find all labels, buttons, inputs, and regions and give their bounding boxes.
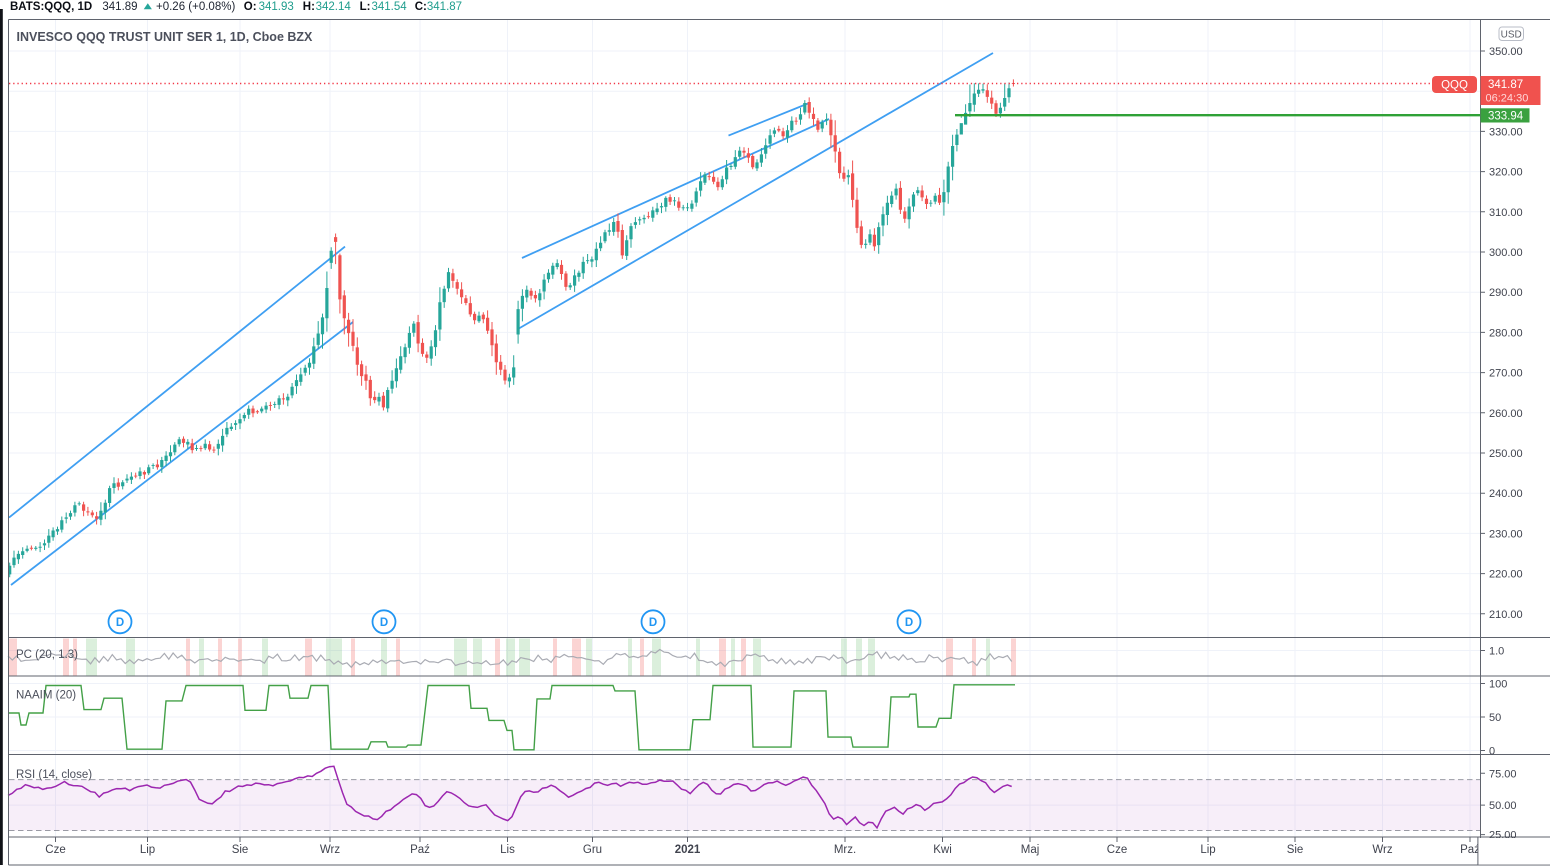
svg-text:75.00: 75.00 [1489,768,1517,780]
svg-text:C:: C: [415,1,427,13]
svg-text:240.00: 240.00 [1489,488,1523,500]
svg-text:210.00: 210.00 [1489,609,1523,621]
svg-text:Paź: Paź [1460,844,1480,856]
svg-text:50: 50 [1489,712,1501,724]
svg-text:333.94: 333.94 [1488,110,1524,122]
svg-text:250.00: 250.00 [1489,448,1523,460]
svg-text:INVESCO QQQ TRUST UNIT SER 1,: INVESCO QQQ TRUST UNIT SER 1, 1D, Cboe B… [17,30,314,44]
svg-text:290.00: 290.00 [1489,287,1523,299]
svg-text:L:: L: [360,1,371,13]
svg-text:Cze: Cze [45,844,65,856]
svg-text:341.87: 341.87 [1488,79,1523,91]
svg-text:Sie: Sie [1287,844,1304,856]
svg-text:330.00: 330.00 [1489,126,1523,138]
svg-text:230.00: 230.00 [1489,528,1523,540]
svg-text:Lip: Lip [140,844,155,856]
svg-text:BATS:QQQ, 1D: BATS:QQQ, 1D [10,1,92,13]
svg-text:310.00: 310.00 [1489,207,1523,219]
svg-text:Wrz: Wrz [1372,844,1392,856]
svg-text:Lip: Lip [1200,844,1215,856]
svg-text:320.00: 320.00 [1489,167,1523,179]
svg-text:341.87: 341.87 [427,1,462,13]
svg-text:280.00: 280.00 [1489,327,1523,339]
svg-text:Mrz.: Mrz. [834,844,856,856]
svg-text:QQQ: QQQ [1441,80,1468,92]
svg-text:341.93: 341.93 [259,1,294,13]
svg-text:RSI (14, close): RSI (14, close) [16,769,92,781]
svg-text:341.89: 341.89 [102,1,137,13]
svg-text:USD: USD [1501,30,1522,41]
svg-text:Paź: Paź [410,844,430,856]
svg-text:50.00: 50.00 [1489,800,1517,812]
svg-text:D: D [649,617,657,629]
svg-text:NAAIM (20): NAAIM (20) [16,690,76,702]
svg-text:Sie: Sie [232,844,249,856]
svg-text:100: 100 [1489,679,1507,691]
svg-text:O:: O: [244,1,257,13]
svg-text:Cze: Cze [1107,844,1127,856]
svg-text:D: D [905,617,913,629]
svg-text:PC (20, 1.3): PC (20, 1.3) [16,649,78,661]
svg-text:H:: H: [303,1,315,13]
svg-text:Wrz: Wrz [320,844,340,856]
svg-text:0: 0 [1489,746,1495,758]
svg-text:06:24:30: 06:24:30 [1486,93,1529,105]
svg-text:D: D [380,617,388,629]
svg-text:Kwi: Kwi [933,844,952,856]
svg-text:350.00: 350.00 [1489,46,1523,58]
svg-text:Lis: Lis [500,844,515,856]
svg-text:D: D [116,617,124,629]
svg-text:300.00: 300.00 [1489,247,1523,259]
svg-text:342.14: 342.14 [316,1,352,13]
svg-text:Maj: Maj [1021,844,1040,856]
svg-text:1.0: 1.0 [1489,646,1504,658]
svg-text:270.00: 270.00 [1489,368,1523,380]
svg-text:+0.26 (+0.08%): +0.26 (+0.08%) [156,1,235,13]
svg-text:220.00: 220.00 [1489,569,1523,581]
svg-text:Gru: Gru [583,844,602,856]
svg-text:341.54: 341.54 [372,1,408,13]
svg-text:2021: 2021 [675,844,701,856]
svg-text:260.00: 260.00 [1489,408,1523,420]
